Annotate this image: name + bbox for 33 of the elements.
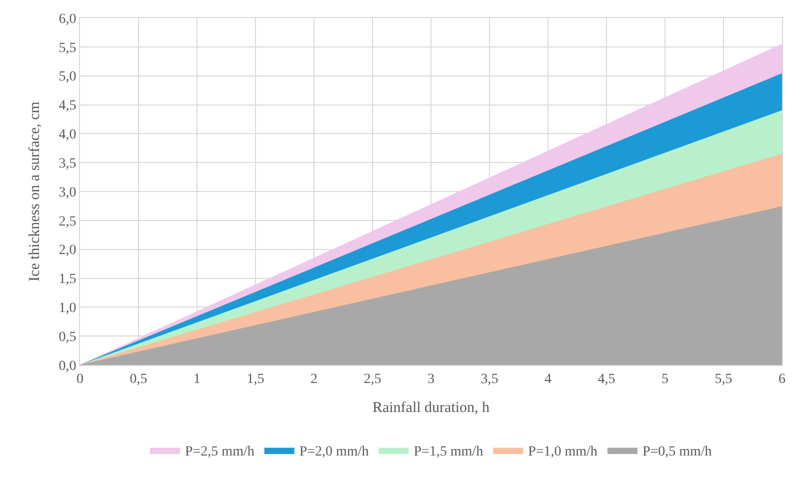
x-tick-label: 2,5 [364,372,382,387]
x-tick-label: 4 [544,372,552,387]
y-tick-label: 4,0 [58,128,76,143]
x-tick-label: 5,5 [714,372,732,387]
legend-label: P=2,5 mm/h [185,444,254,460]
y-tick-label: 4,5 [58,98,76,114]
y-tick-label: 2,5 [58,214,76,230]
y-tick-label: 1,5 [58,272,76,288]
y-tick-label: 3,0 [58,185,76,200]
y-tick-label: 2,0 [58,243,76,258]
x-tick-label: 1 [194,372,200,387]
y-tick-label: 0,5 [58,330,76,345]
x-tick-label: 3,5 [480,372,498,387]
y-tick-label: 0,0 [58,358,76,374]
y-tick-label: 5,0 [58,70,76,85]
x-axis-title: Rainfall duration, h [372,400,490,416]
legend-label: P=2,0 mm/h [299,444,369,460]
x-tick-label: 0,5 [130,372,148,387]
legend-label: P=1,5 mm/h [414,444,484,460]
x-tick-label: 5 [662,372,668,387]
legend-label: P=1,0 mm/h [528,444,598,460]
y-tick-label: 6,0 [58,12,76,27]
y-tick-label: 3,5 [58,156,76,172]
x-tick-label: 6 [778,372,786,387]
y-tick-label: 5,5 [58,40,76,56]
x-tick-label: 2 [310,372,318,387]
x-tick-label: 3 [428,372,434,387]
y-tick-label: 1,0 [58,301,76,316]
y-axis-title: Ice thickness on a surface, cm [26,101,43,282]
x-tick-label: 1,5 [246,372,264,387]
x-tick-label: 4,5 [598,372,616,387]
legend-label: P=0,5 mm/h [642,444,712,460]
x-tick-label: 0 [76,372,84,387]
